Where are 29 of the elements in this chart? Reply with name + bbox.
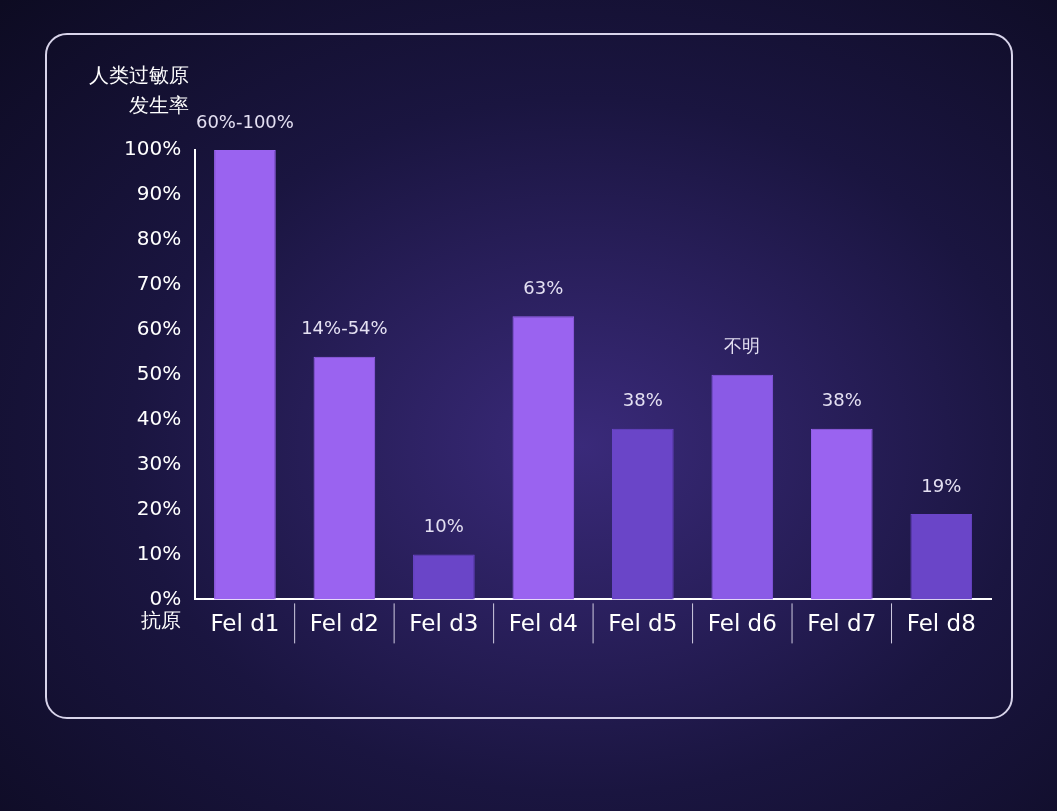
data-label: 19% [921,474,962,496]
y-axis-title: 人类过敏原发生率 [89,63,190,117]
x-tick-label: Fel d6 [707,610,777,637]
x-tick-label: Fel d2 [309,610,379,637]
y-tick-label: 0% [149,585,182,610]
y-tick-label: 40% [136,405,182,430]
data-label: 63% [523,276,564,298]
y-tick-label: 10% [136,540,182,565]
x-tick-label: Fel d3 [409,610,479,637]
data-label: 38% [622,389,663,411]
x-tick-label: Fel d1 [210,610,280,637]
y-tick-label: 20% [136,495,182,520]
x-tick-label: Fel d4 [508,610,578,637]
annotation: 14%-54% [301,317,388,339]
x-axis-title: 抗原 [141,607,182,632]
y-tick-label: 30% [136,450,182,475]
y-tick-label: 100% [123,136,182,161]
annotation: 不明 [724,335,761,357]
data-label: 10% [423,515,464,537]
x-tick-label: Fel d5 [608,610,678,637]
y-tick-label: 70% [136,271,182,296]
y-tick-label: 80% [136,226,182,251]
y-tick-label: 50% [136,360,182,385]
x-tick-label: Fel d8 [906,610,976,637]
y-tick-label: 60% [136,315,182,340]
annotation: 60%-100% [195,110,294,132]
x-tick-label: Fel d7 [807,610,877,637]
y-tick-label: 90% [136,181,182,206]
data-label: 38% [821,389,862,411]
